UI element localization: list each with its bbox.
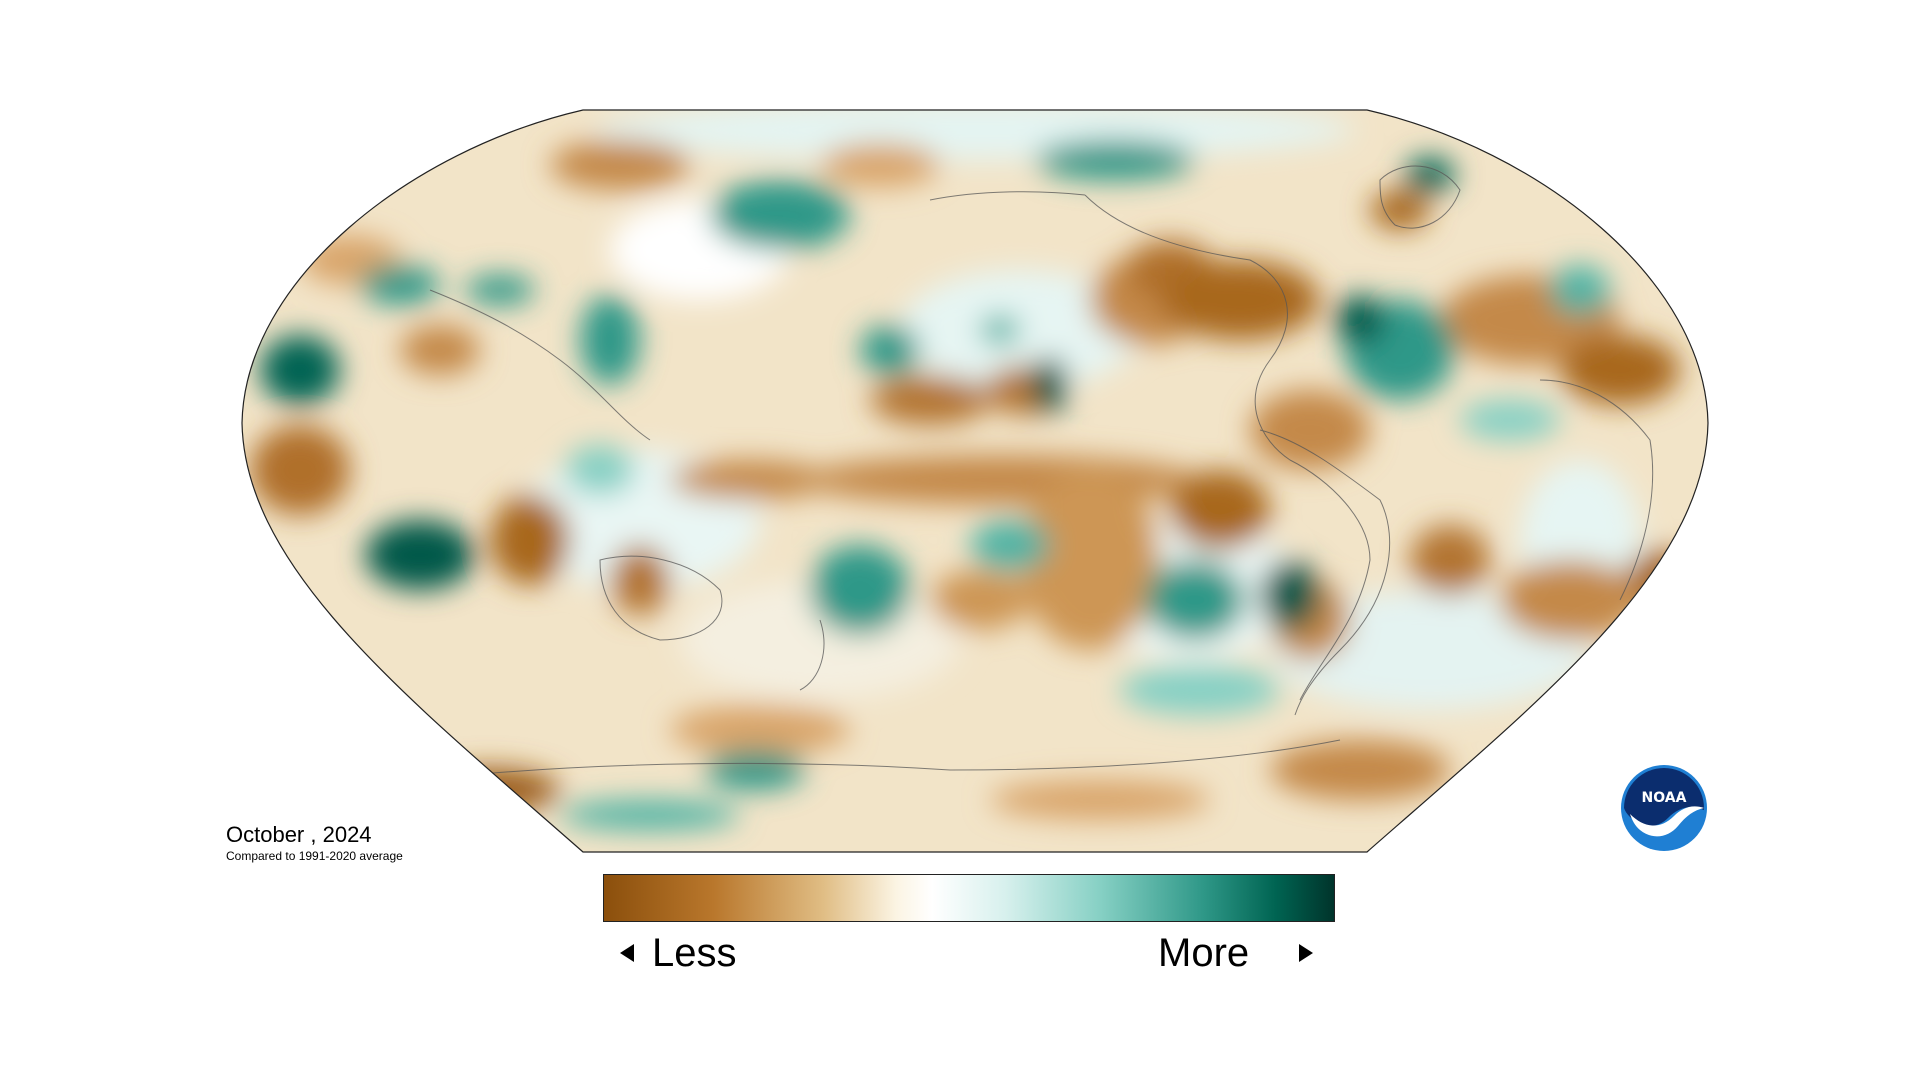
legend-more-label: More	[1158, 931, 1250, 975]
map-border	[241, 109, 1709, 853]
less-arrow-icon	[620, 944, 634, 962]
noaa-logo-text: NOAA	[1642, 790, 1687, 806]
anomaly-field	[242, 110, 1708, 852]
coastlines	[419, 165, 1654, 781]
legend-less-label: Less	[652, 931, 737, 975]
legend-colorbar	[603, 874, 1335, 922]
map-caption: October , 2024 Compared to 1991-2020 ave…	[226, 822, 403, 864]
map-subtitle: Compared to 1991-2020 average	[226, 849, 403, 863]
noaa-logo: NOAA	[1621, 765, 1707, 851]
more-arrow-icon	[1299, 944, 1313, 962]
map-title: October , 2024	[226, 822, 372, 847]
